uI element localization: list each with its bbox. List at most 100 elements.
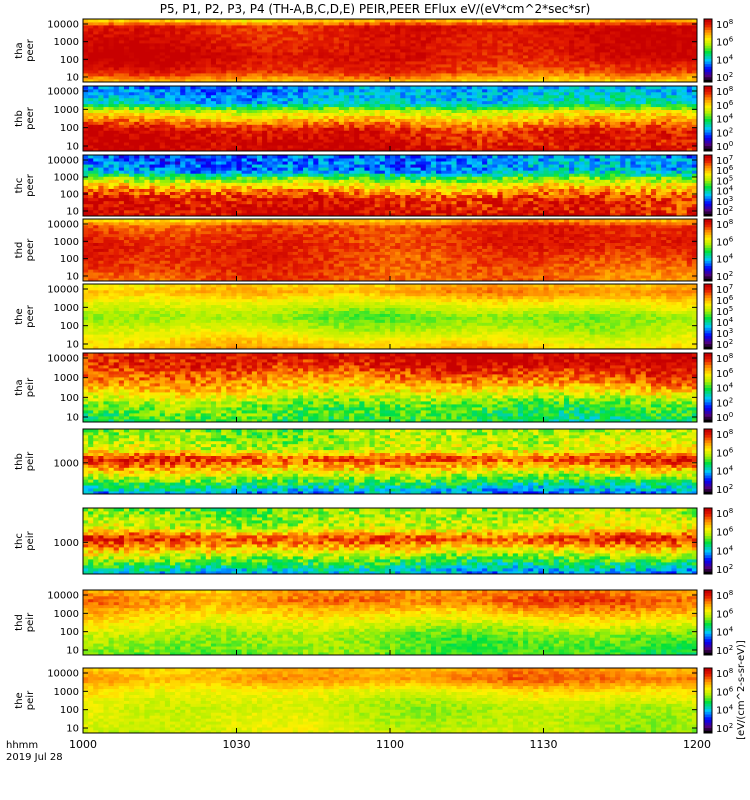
colorbar-tick-label: 107: [716, 154, 733, 167]
colorbar: 108 106 104 102: [703, 589, 734, 657]
y-tick-label: 1000: [54, 538, 79, 549]
panel-label-probe: tha: [14, 379, 25, 395]
panel-label-type: peer: [25, 106, 36, 130]
x-tick-label: 1030: [223, 738, 251, 751]
colorbar-tick-label: 102: [716, 71, 733, 84]
x-tick-label: 1200: [683, 738, 711, 751]
colorbar-tick-label: 105: [716, 174, 733, 187]
y-tick-label: 1000: [54, 237, 79, 248]
colorbar: 108 106 104 102: [703, 507, 734, 576]
panel-label-probe: thc: [14, 178, 25, 194]
colorbar-tick-label: 108: [716, 218, 733, 231]
colorbar-frame: [703, 85, 713, 152]
x-axis-label: hhmm: [6, 740, 38, 751]
spectrogram-cells: [83, 219, 698, 282]
colorbar-frame: [703, 589, 713, 656]
panel-label-type: peir: [25, 530, 36, 550]
colorbar-tick-label: 102: [716, 563, 733, 576]
colorbar-tick-label: 102: [716, 644, 733, 657]
colorbar-frame: [703, 218, 713, 282]
colorbar-tick-label: 106: [716, 367, 734, 380]
colorbar: 108 106 104 102: [703, 428, 734, 496]
spectrogram-cells: [83, 668, 698, 734]
colorbar: 108 106 104 102: [703, 218, 734, 283]
colorbar-tick-label: 108: [716, 352, 733, 365]
chart-title-text: P5, P1, P2, P3, P4 (TH-A,B,C,D,E) PEIR,P…: [160, 2, 591, 16]
y-tick-label: 10: [66, 207, 79, 218]
panel-label-probe: the: [14, 692, 25, 708]
colorbar-tick-label: 104: [716, 626, 734, 639]
panel-label-type: peir: [25, 377, 36, 397]
spectrogram-cells: [83, 508, 698, 575]
panel-label-probe: thd: [14, 614, 25, 631]
colorbar-tick-label: 102: [716, 338, 733, 351]
colorbar-frame: [703, 507, 713, 575]
y-tick-label: 10: [66, 413, 79, 424]
panel-label-probe: thc: [14, 533, 25, 549]
panel-label-type: peer: [25, 38, 36, 62]
colorbar-frame: [703, 154, 713, 217]
colorbar-tick-label: 106: [716, 36, 734, 49]
colorbar-tick-label: 100: [716, 140, 733, 153]
spectrogram-cells: [83, 284, 698, 350]
panel-label-probe: the: [14, 308, 25, 324]
panel-thd-peir: 10000 1000 100 10 thd peir 108 106 104 102: [14, 589, 734, 657]
y-tick-label: 10000: [47, 354, 79, 365]
colorbar-unit-label: [eV/(cm^2-s-sr-eV)]: [736, 640, 747, 740]
colorbar-tick-label: 108: [716, 507, 733, 520]
colorbar-tick-label: 104: [716, 253, 734, 266]
y-tick-label: 10: [66, 724, 79, 735]
colorbar-tick-label: 102: [716, 270, 733, 283]
panel-label-type: peir: [25, 690, 36, 710]
panel-thb-peir: 1000 thb peir 108 106 104 102: [14, 428, 734, 496]
y-tick-label: 10: [66, 73, 79, 84]
colorbar-tick-label: 106: [716, 446, 734, 459]
colorbar-tick-label: 106: [716, 235, 734, 248]
spectrogram-cells: [83, 86, 698, 152]
y-tick-label: 10: [66, 272, 79, 283]
panel-label-probe: thb: [14, 110, 25, 127]
colorbar-tick-label: 104: [716, 53, 734, 66]
colorbar-tick-label: 104: [716, 382, 734, 395]
chart-title: P5, P1, P2, P3, P4 (TH-A,B,C,D,E) PEIR,P…: [0, 2, 750, 16]
spectrogram-cells: [83, 19, 698, 83]
y-tick-label: 10000: [47, 591, 79, 602]
colorbar-tick-label: 106: [716, 526, 734, 539]
colorbar: 108 106 104 102: [703, 667, 734, 735]
panel-label-type: peer: [25, 173, 36, 197]
panel-thc-peir: 1000 thc peir 108 106 104 102: [14, 507, 734, 576]
panel-label-probe: thd: [14, 242, 25, 259]
colorbar-tick-label: 108: [716, 18, 733, 31]
y-tick-label: 100: [60, 123, 79, 134]
y-tick-label: 1000: [54, 105, 79, 116]
panel-tha-peer: 10000 1000 100 10 tha peer 108 106 104 102: [14, 18, 734, 84]
colorbar-tick-label: 106: [716, 99, 734, 112]
colorbar-tick-label: 104: [716, 316, 734, 329]
date-label: 2019 Jul 28: [6, 752, 63, 763]
colorbar-tick-label: 107: [716, 283, 733, 296]
colorbar-tick-label: 104: [716, 704, 734, 717]
colorbar-tick-label: 103: [716, 195, 733, 208]
colorbar-tick-label: 102: [716, 126, 733, 139]
colorbar-frame: [703, 18, 713, 83]
spectrogram-cells: [83, 429, 698, 495]
colorbar-frame: [703, 428, 713, 495]
colorbar-tick-label: 102: [716, 483, 733, 496]
y-tick-label: 1000: [54, 37, 79, 48]
colorbar-tick-label: 104: [716, 185, 734, 198]
y-tick-label: 10: [66, 340, 79, 351]
y-tick-label: 10000: [47, 156, 79, 167]
colorbar-tick-label: 102: [716, 396, 733, 409]
panel-label-type: peir: [25, 451, 36, 471]
colorbar-frame: [703, 283, 713, 350]
y-tick-label: 10000: [47, 20, 79, 31]
panel-label-type: peer: [25, 304, 36, 328]
colorbar-tick-label: 100: [716, 411, 733, 424]
colorbar-tick-label: 108: [716, 667, 733, 680]
